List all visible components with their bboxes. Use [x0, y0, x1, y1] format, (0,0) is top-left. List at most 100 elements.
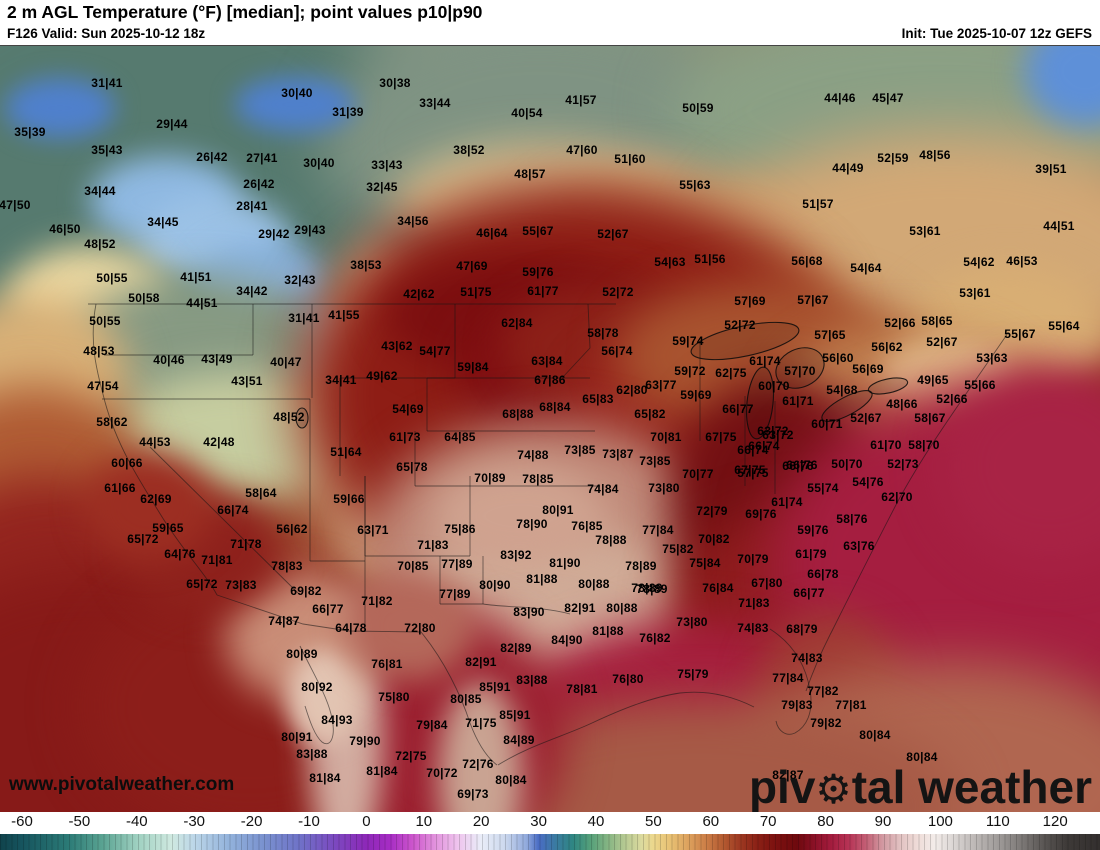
- point-value: 63|71: [357, 523, 389, 537]
- point-value: 58|78: [587, 326, 619, 340]
- point-value: 65|82: [634, 407, 666, 421]
- point-value: 41|51: [180, 270, 212, 284]
- point-value: 69|73: [457, 787, 489, 801]
- point-value: 73|87: [602, 447, 634, 461]
- point-value: 79|84: [416, 718, 448, 732]
- point-value: 56|62: [276, 522, 308, 536]
- point-value: 80|84: [859, 728, 891, 742]
- point-value: 76|85: [571, 519, 603, 533]
- point-value: 58|76: [836, 512, 868, 526]
- point-value: 46|53: [1006, 254, 1038, 268]
- colorbar-tick: -20: [240, 813, 263, 830]
- point-value: 46|50: [49, 222, 81, 236]
- point-value: 35|43: [91, 143, 123, 157]
- point-value: 60|71: [811, 417, 843, 431]
- point-value: 66|78: [807, 567, 839, 581]
- point-value: 48|56: [919, 148, 951, 162]
- point-value: 70|72: [426, 766, 458, 780]
- point-value: 81|90: [549, 556, 581, 570]
- point-value: 42|62: [403, 287, 435, 301]
- point-value: 70|79: [737, 552, 769, 566]
- point-value: 52|72: [602, 285, 634, 299]
- point-value: 71|83: [417, 538, 449, 552]
- point-value: 63|72: [757, 424, 789, 438]
- point-value: 48|53: [83, 344, 115, 358]
- point-value: 67|75: [705, 430, 737, 444]
- colorbar-tick: 90: [874, 813, 892, 830]
- point-value: 69|82: [290, 584, 322, 598]
- point-value: 44|51: [1043, 219, 1075, 233]
- point-value: 77|89: [441, 557, 473, 571]
- point-value: 66|76: [782, 459, 814, 473]
- point-value: 55|66: [964, 378, 996, 392]
- point-value: 82|91: [564, 601, 596, 615]
- point-value: 54|64: [850, 261, 882, 275]
- point-value: 83|92: [500, 548, 532, 562]
- point-value: 31|41: [288, 311, 320, 325]
- point-value: 59|66: [333, 492, 365, 506]
- point-value: 76|84: [702, 581, 734, 595]
- point-value: 51|60: [614, 152, 646, 166]
- watermark-brand: piv⚙tal weather: [749, 764, 1092, 810]
- point-value: 55|74: [807, 481, 839, 495]
- point-value: 78|83: [271, 559, 303, 573]
- point-value: 56|69: [852, 362, 884, 376]
- point-value: 52|72: [724, 318, 756, 332]
- point-value: 30|40: [281, 86, 313, 100]
- valid-time-label: F126 Valid: Sun 2025-10-12 18z: [7, 26, 206, 41]
- point-value: 64|78: [335, 621, 367, 635]
- point-value: 54|69: [392, 402, 424, 416]
- point-value: 85|91: [499, 708, 531, 722]
- point-value: 74|87: [268, 614, 300, 628]
- point-value: 59|76: [522, 265, 554, 279]
- point-value: 52|67: [597, 227, 629, 241]
- point-value: 35|39: [14, 125, 46, 139]
- point-value: 30|40: [303, 156, 335, 170]
- point-value: 71|75: [465, 716, 497, 730]
- point-value: 59|72: [674, 364, 706, 378]
- watermark-url: www.pivotalweather.com: [9, 774, 235, 795]
- point-value: 62|70: [881, 490, 913, 504]
- point-value: 80|85: [450, 692, 482, 706]
- point-value: 66|74: [737, 443, 769, 457]
- colorbar-tick: -40: [125, 813, 148, 830]
- point-value: 60|70: [758, 379, 790, 393]
- point-value: 77|89: [439, 587, 471, 601]
- point-value: 77|81: [835, 698, 867, 712]
- point-value: 83|90: [513, 605, 545, 619]
- point-value: 76|82: [639, 631, 671, 645]
- point-value: 77|82: [807, 684, 839, 698]
- point-value: 76|81: [371, 657, 403, 671]
- point-value: 75|79: [677, 667, 709, 681]
- point-value: 57|75: [737, 466, 769, 480]
- point-value: 71|81: [201, 553, 233, 567]
- point-value: 70|77: [682, 467, 714, 481]
- point-value: 47|54: [87, 379, 119, 393]
- point-value: 84|90: [551, 633, 583, 647]
- point-value: 63|77: [645, 378, 677, 392]
- point-value: 68|88: [502, 407, 534, 421]
- point-value: 48|52: [84, 237, 116, 251]
- point-value: 50|55: [96, 271, 128, 285]
- point-value: 70|81: [650, 430, 682, 444]
- point-value: 49|62: [366, 369, 398, 383]
- point-value: 40|47: [270, 355, 302, 369]
- point-value: 79|83: [781, 698, 813, 712]
- point-value: 64|85: [444, 430, 476, 444]
- map[interactable]: 31|41 30|40 31|39 35|39 29|44 35|43 26|42 27|41…: [0, 45, 1100, 812]
- point-value: 81|84: [366, 764, 398, 778]
- point-value: 65|72: [127, 532, 159, 546]
- point-value: 73|80: [676, 615, 708, 629]
- point-value: 61|73: [389, 430, 421, 444]
- point-value: 75|82: [662, 542, 694, 556]
- field-blob: [285, 648, 361, 744]
- colorbar-tick: 20: [472, 813, 490, 830]
- point-value: 57|67: [797, 293, 829, 307]
- point-value: 70|89: [474, 471, 506, 485]
- point-value: 82|91: [465, 655, 497, 669]
- point-value: 63|72: [762, 428, 794, 442]
- point-value: 74|83: [737, 621, 769, 635]
- point-value: 78|89: [625, 559, 657, 573]
- point-value: 73|80: [648, 481, 680, 495]
- point-value: 65|78: [396, 460, 428, 474]
